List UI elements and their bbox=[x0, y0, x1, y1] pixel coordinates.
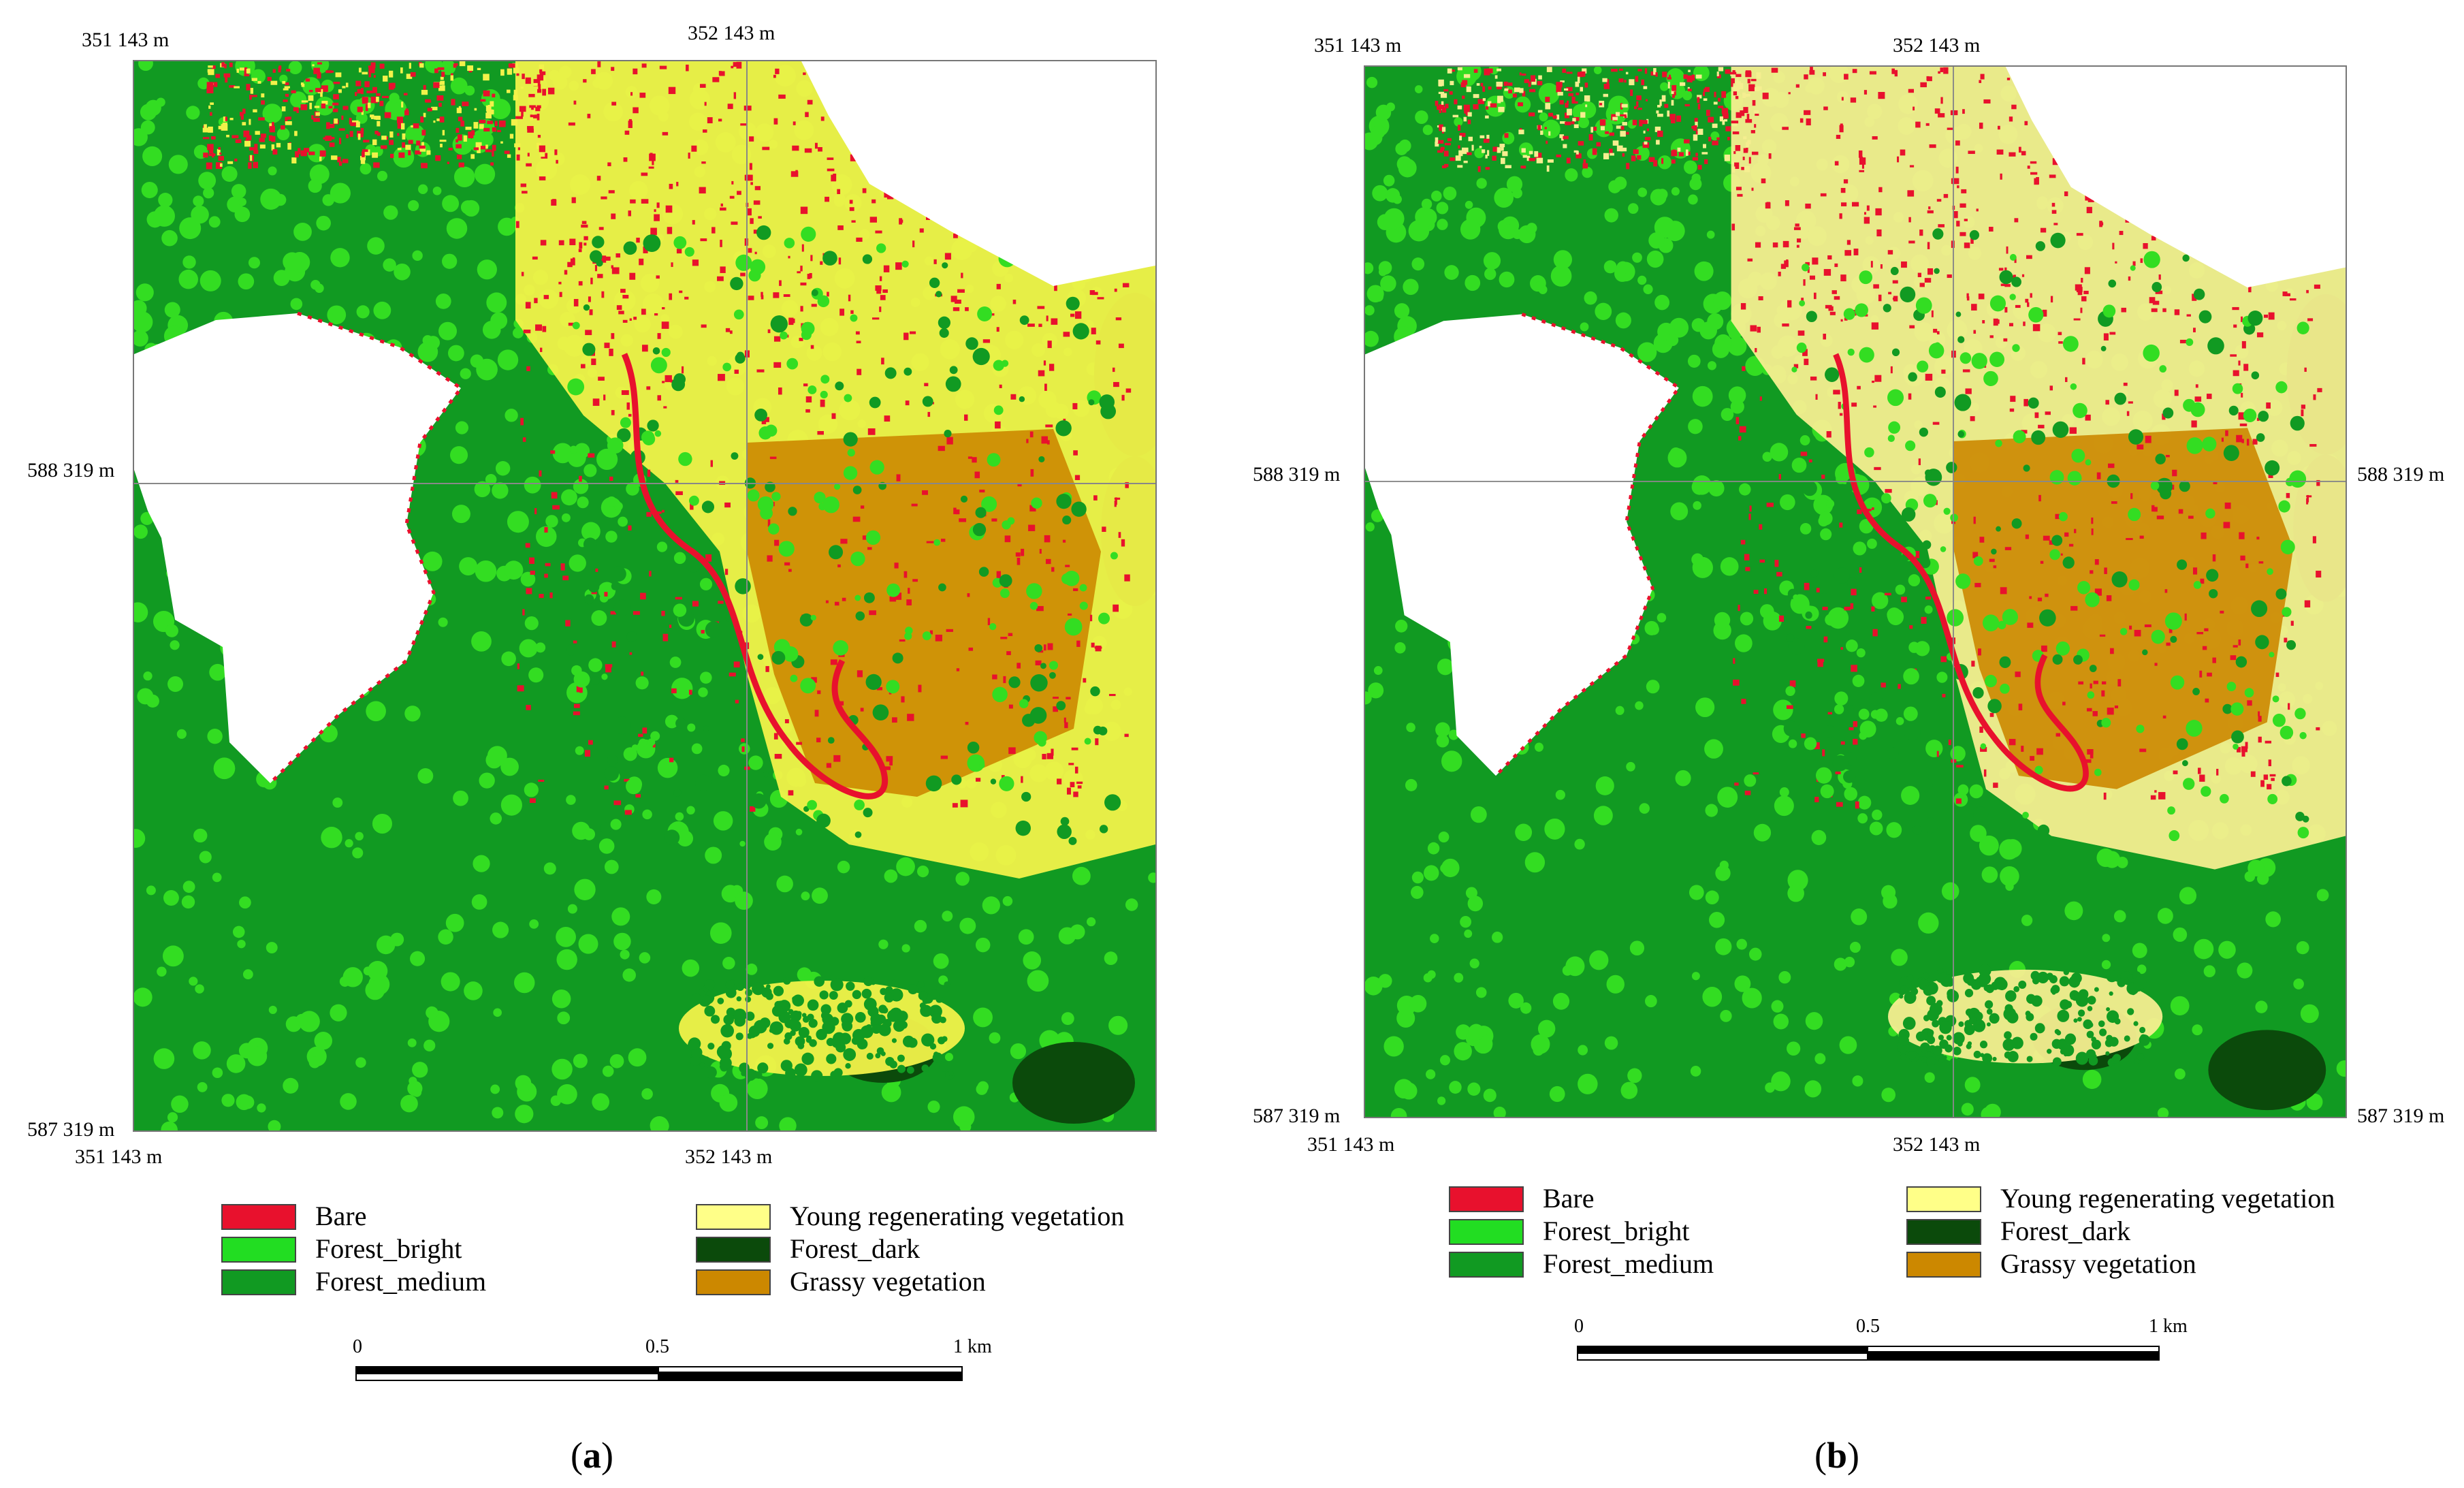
legend-label-bare: Bare bbox=[1543, 1183, 1595, 1214]
coord-left-mid: 588 319 m bbox=[1253, 463, 1341, 486]
scale-tick-half: 0.5 bbox=[645, 1336, 669, 1357]
legend-swatch-bare bbox=[1449, 1186, 1524, 1212]
coord-top-left: 351 143 m bbox=[1314, 34, 1402, 57]
legend-swatch-forest-dark bbox=[696, 1237, 771, 1263]
coord-bottom-x-mid: 352 143 m bbox=[685, 1145, 773, 1168]
legend-label-young-regenerating: Young regenerating vegetation bbox=[2000, 1183, 2335, 1214]
map-panel-a: 351 143 m 352 143 m 588 319 m 587 319 m … bbox=[27, 22, 1157, 1476]
coord-top-left: 351 143 m bbox=[82, 29, 170, 51]
scale-tick-0: 0 bbox=[353, 1336, 362, 1357]
legend-label-forest-medium: Forest_medium bbox=[1543, 1248, 1714, 1279]
legend-label-forest-bright: Forest_bright bbox=[1543, 1216, 1690, 1246]
legend-swatch-grassy bbox=[1906, 1252, 1981, 1278]
classification-map-a bbox=[133, 60, 1157, 1132]
coord-bottom-left: 587 319 m bbox=[27, 1118, 115, 1141]
coord-top-mid: 352 143 m bbox=[688, 22, 775, 44]
coord-top-mid: 352 143 m bbox=[1893, 34, 1981, 57]
legend-swatch-forest-medium bbox=[1449, 1252, 1524, 1278]
panel-caption-a: (a) bbox=[571, 1435, 613, 1476]
legend-swatch-bare bbox=[221, 1204, 296, 1230]
legend-label-young-regenerating: Young regenerating vegetation bbox=[790, 1201, 1125, 1231]
scale-bar bbox=[1577, 1346, 2160, 1363]
coord-bottom-x-mid: 352 143 m bbox=[1893, 1133, 1981, 1156]
legend-label-grassy: Grassy vegetation bbox=[790, 1266, 986, 1297]
scale-tick-1km: 1 km bbox=[2149, 1316, 2188, 1337]
scale-tick-0: 0 bbox=[1574, 1316, 1584, 1337]
scale-tick-half: 0.5 bbox=[1856, 1316, 1880, 1337]
coord-bottom-x-left: 351 143 m bbox=[75, 1145, 163, 1168]
map-panel-b: 351 143 m 352 143 m 588 319 m 588 319 m … bbox=[1232, 0, 2464, 1488]
legend-swatch-forest-medium bbox=[221, 1269, 296, 1295]
legend-swatch-forest-dark bbox=[1906, 1219, 1981, 1245]
legend-label-forest-bright: Forest_bright bbox=[315, 1233, 462, 1264]
coord-bottom-right: 587 319 m bbox=[2357, 1105, 2445, 1127]
coord-bottom-left: 587 319 m bbox=[1253, 1105, 1341, 1127]
legend-label-forest-medium: Forest_medium bbox=[315, 1266, 487, 1297]
legend-label-grassy: Grassy vegetation bbox=[2000, 1248, 2196, 1279]
classification-map-b bbox=[1364, 65, 2347, 1118]
panel-caption-b: (b) bbox=[1814, 1435, 1860, 1476]
legend-swatch-forest-bright bbox=[1449, 1219, 1524, 1245]
legend-label-forest-dark: Forest_dark bbox=[790, 1233, 921, 1264]
coord-right-mid: 588 319 m bbox=[2357, 463, 2445, 486]
legend-swatch-forest-bright bbox=[221, 1237, 296, 1263]
scale-bar bbox=[355, 1366, 963, 1384]
legend-label-bare: Bare bbox=[315, 1201, 367, 1231]
legend-swatch-young-regenerating bbox=[1906, 1186, 1981, 1212]
coord-bottom-x-left: 351 143 m bbox=[1307, 1133, 1395, 1156]
coord-left-mid: 588 319 m bbox=[27, 459, 115, 481]
legend-swatch-young-regenerating bbox=[696, 1204, 771, 1230]
legend-label-forest-dark: Forest_dark bbox=[2000, 1216, 2131, 1246]
legend-swatch-grassy bbox=[696, 1269, 771, 1295]
scale-tick-1km: 1 km bbox=[953, 1336, 992, 1357]
